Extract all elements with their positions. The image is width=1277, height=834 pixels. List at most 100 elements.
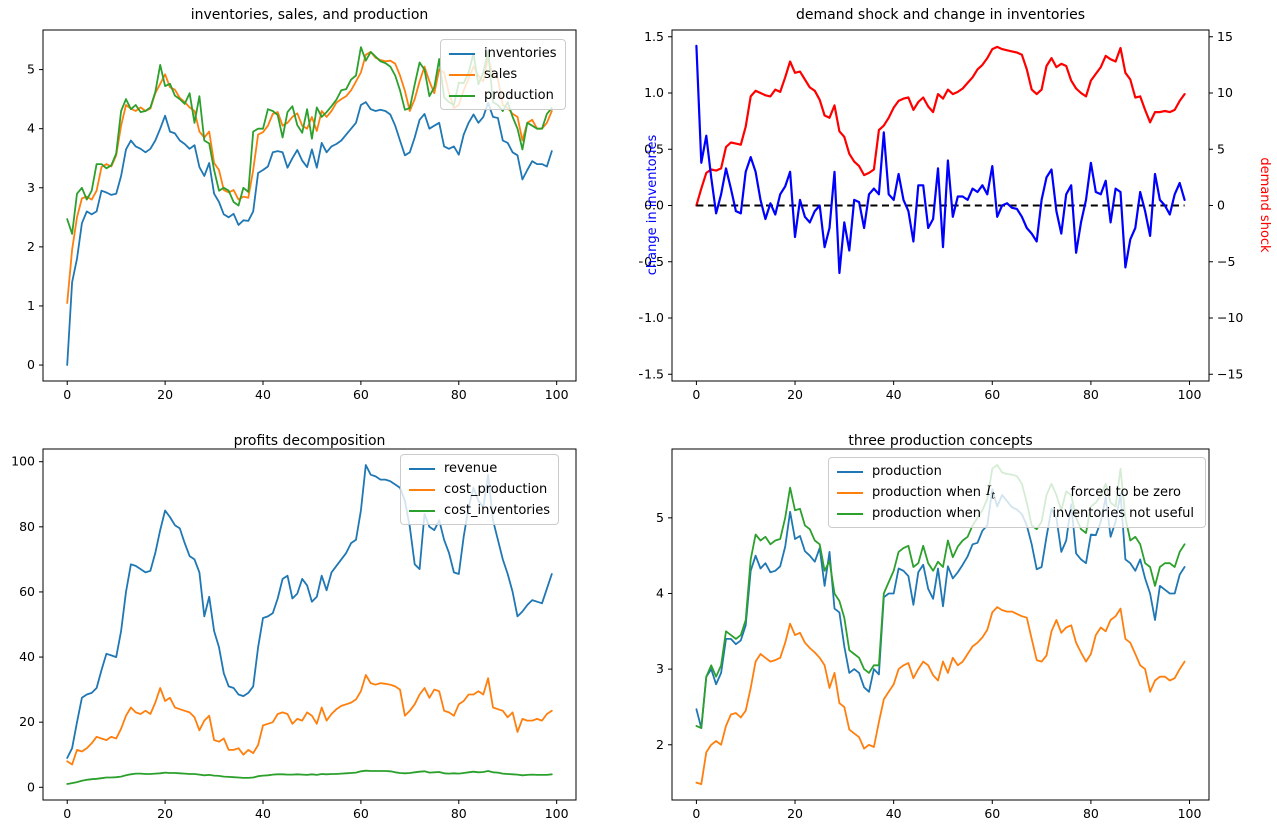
legend-label: cost_production [444,482,548,497]
legend-item-inventories: inventories [449,43,557,64]
axes-spines [42,448,577,801]
chart-title-three-production-concepts: three production concepts [848,433,1033,449]
chart-title-demand-shock: demand shock and change in inventories [795,7,1086,23]
legend-label: revenue [444,461,498,476]
series-cost-production [66,674,553,766]
x-tick-label: 40 [886,387,902,402]
y-tick-label: −0.5 [639,254,664,269]
legend-label-suffix: inventories not useful [1052,506,1194,521]
x-tick-label: 0 [692,806,700,821]
legend-label: cost_inventories [444,503,551,518]
legend-line-swatch [409,467,435,470]
y-tick-label: 0.0 [644,198,664,213]
chart-title-inventories-sales-production: inventories, sales, and production [190,7,429,23]
x-tick-label: 0 [63,387,71,402]
y-axis-label-demand-shock: demand shock [1257,157,1272,253]
legend-line-swatch [837,470,863,473]
legend-line-swatch [837,491,863,494]
y-tick-label: 1 [27,298,35,313]
legend-label: sales [484,67,518,82]
axes-spines [42,29,577,382]
legend-line-swatch [449,52,475,55]
legend-label: production [484,88,554,103]
y-tick-label: 80 [19,519,35,534]
y-tick-label: 0 [27,357,35,372]
legend-item-production: production [449,85,557,106]
y-tick-label: −1.0 [639,310,664,325]
x-tick-label: 100 [1178,806,1202,821]
chart-inventories-sales-production: 0 20 40 60 80 100 0 1 2 3 4 5 inventories, sales, a… [0,0,638,417]
y-tick-label: 1.5 [644,29,664,44]
legend-math-symbol: It [986,483,995,502]
x-tick-label: 60 [984,387,1000,402]
x-tick-label: 100 [545,387,569,402]
x-tick-label: 40 [886,806,902,821]
x-tick-label: 60 [984,806,1000,821]
x-tick-label: 20 [787,387,803,402]
right-y-tick-label: 10 [1217,85,1233,100]
y-tick-label: 4 [27,121,35,136]
series-change-in-inventories [695,44,1186,275]
chart-three-production-concepts: 0 20 40 60 80 100 2 3 4 5 three production concep… [639,417,1277,834]
x-tick-label: 80 [451,806,467,821]
right-y-tick-label: −5 [1217,254,1235,269]
x-tick-label: 60 [353,806,369,821]
plot-area-profits-decomposition: 0 20 40 60 80 100 0 20 40 60 80 100 [11,448,577,821]
right-y-tick-label: −10 [1217,310,1243,325]
legend-inventories-sales-production: inventories sales production [440,39,566,110]
legend-item-revenue: revenue [409,458,550,479]
x-tick-label: 80 [1083,806,1099,821]
series-inventories [66,101,553,366]
y-tick-label: 0.5 [644,141,664,156]
x-tick-label: 20 [787,806,803,821]
legend-line-swatch [409,509,435,512]
legend-label-suffix: forced to be zero [1070,485,1181,500]
chart-title-profits-decomposition: profits decomposition [233,433,386,449]
y-tick-label: 5 [27,62,35,77]
x-tick-label: 20 [157,806,173,821]
legend-item-cost-production: cost_production [409,479,550,500]
legend-label: inventories [484,46,557,61]
x-tick-label: 0 [63,806,71,821]
x-tick-label: 100 [545,806,569,821]
legend-line-swatch [409,488,435,491]
x-tick-label: 40 [255,387,271,402]
legend-item-production-when: production when inventories not useful [837,503,1197,524]
axes-spines [671,448,1210,801]
y-tick-label: 3 [27,180,35,195]
y-tick-label: −1.5 [639,366,664,381]
legend-label-prefix: production when [872,506,982,521]
y-tick-label: 1.0 [644,85,664,100]
y-tick-label: 3 [656,661,664,676]
right-y-tick-label: 15 [1217,29,1233,44]
y-tick-label: 4 [656,585,664,600]
y-tick-label: 40 [19,649,35,664]
y-tick-label: 2 [27,239,35,254]
y-tick-label: 5 [656,510,664,525]
series-demand-shock [695,45,1186,207]
legend-label: production [872,464,942,479]
legend-line-swatch [449,73,475,76]
x-tick-label: 20 [157,387,173,402]
legend-three-production-concepts: production production when It forced to be … [828,457,1206,528]
series-cost-inventories [66,769,553,785]
chart-profits-decomposition: 0 20 40 60 80 100 0 20 40 60 80 100 profits decompo… [0,417,638,834]
legend-line-swatch [837,512,863,515]
x-tick-label: 60 [353,387,369,402]
legend-item-cost-inventories: cost_inventories [409,500,550,521]
legend-item-production: production [837,461,1197,482]
x-tick-label: 80 [1083,387,1099,402]
right-y-tick-label: 5 [1217,141,1225,156]
y-tick-label: 20 [19,714,35,729]
y-tick-label: 0 [27,779,35,794]
x-tick-label: 40 [255,806,271,821]
right-y-tick-label: 0 [1217,198,1225,213]
legend-line-swatch [449,94,475,97]
x-tick-label: 0 [692,387,700,402]
y-tick-label: 100 [11,454,35,469]
plot-area-demand-shock: 0204060801001.51.00.50.0−0.5−1.0−1.51510… [639,29,1243,402]
y-tick-label: 2 [656,737,664,752]
legend-profits-decomposition: revenue cost_production cost_inventories [400,454,560,525]
right-y-tick-label: −15 [1217,366,1243,381]
